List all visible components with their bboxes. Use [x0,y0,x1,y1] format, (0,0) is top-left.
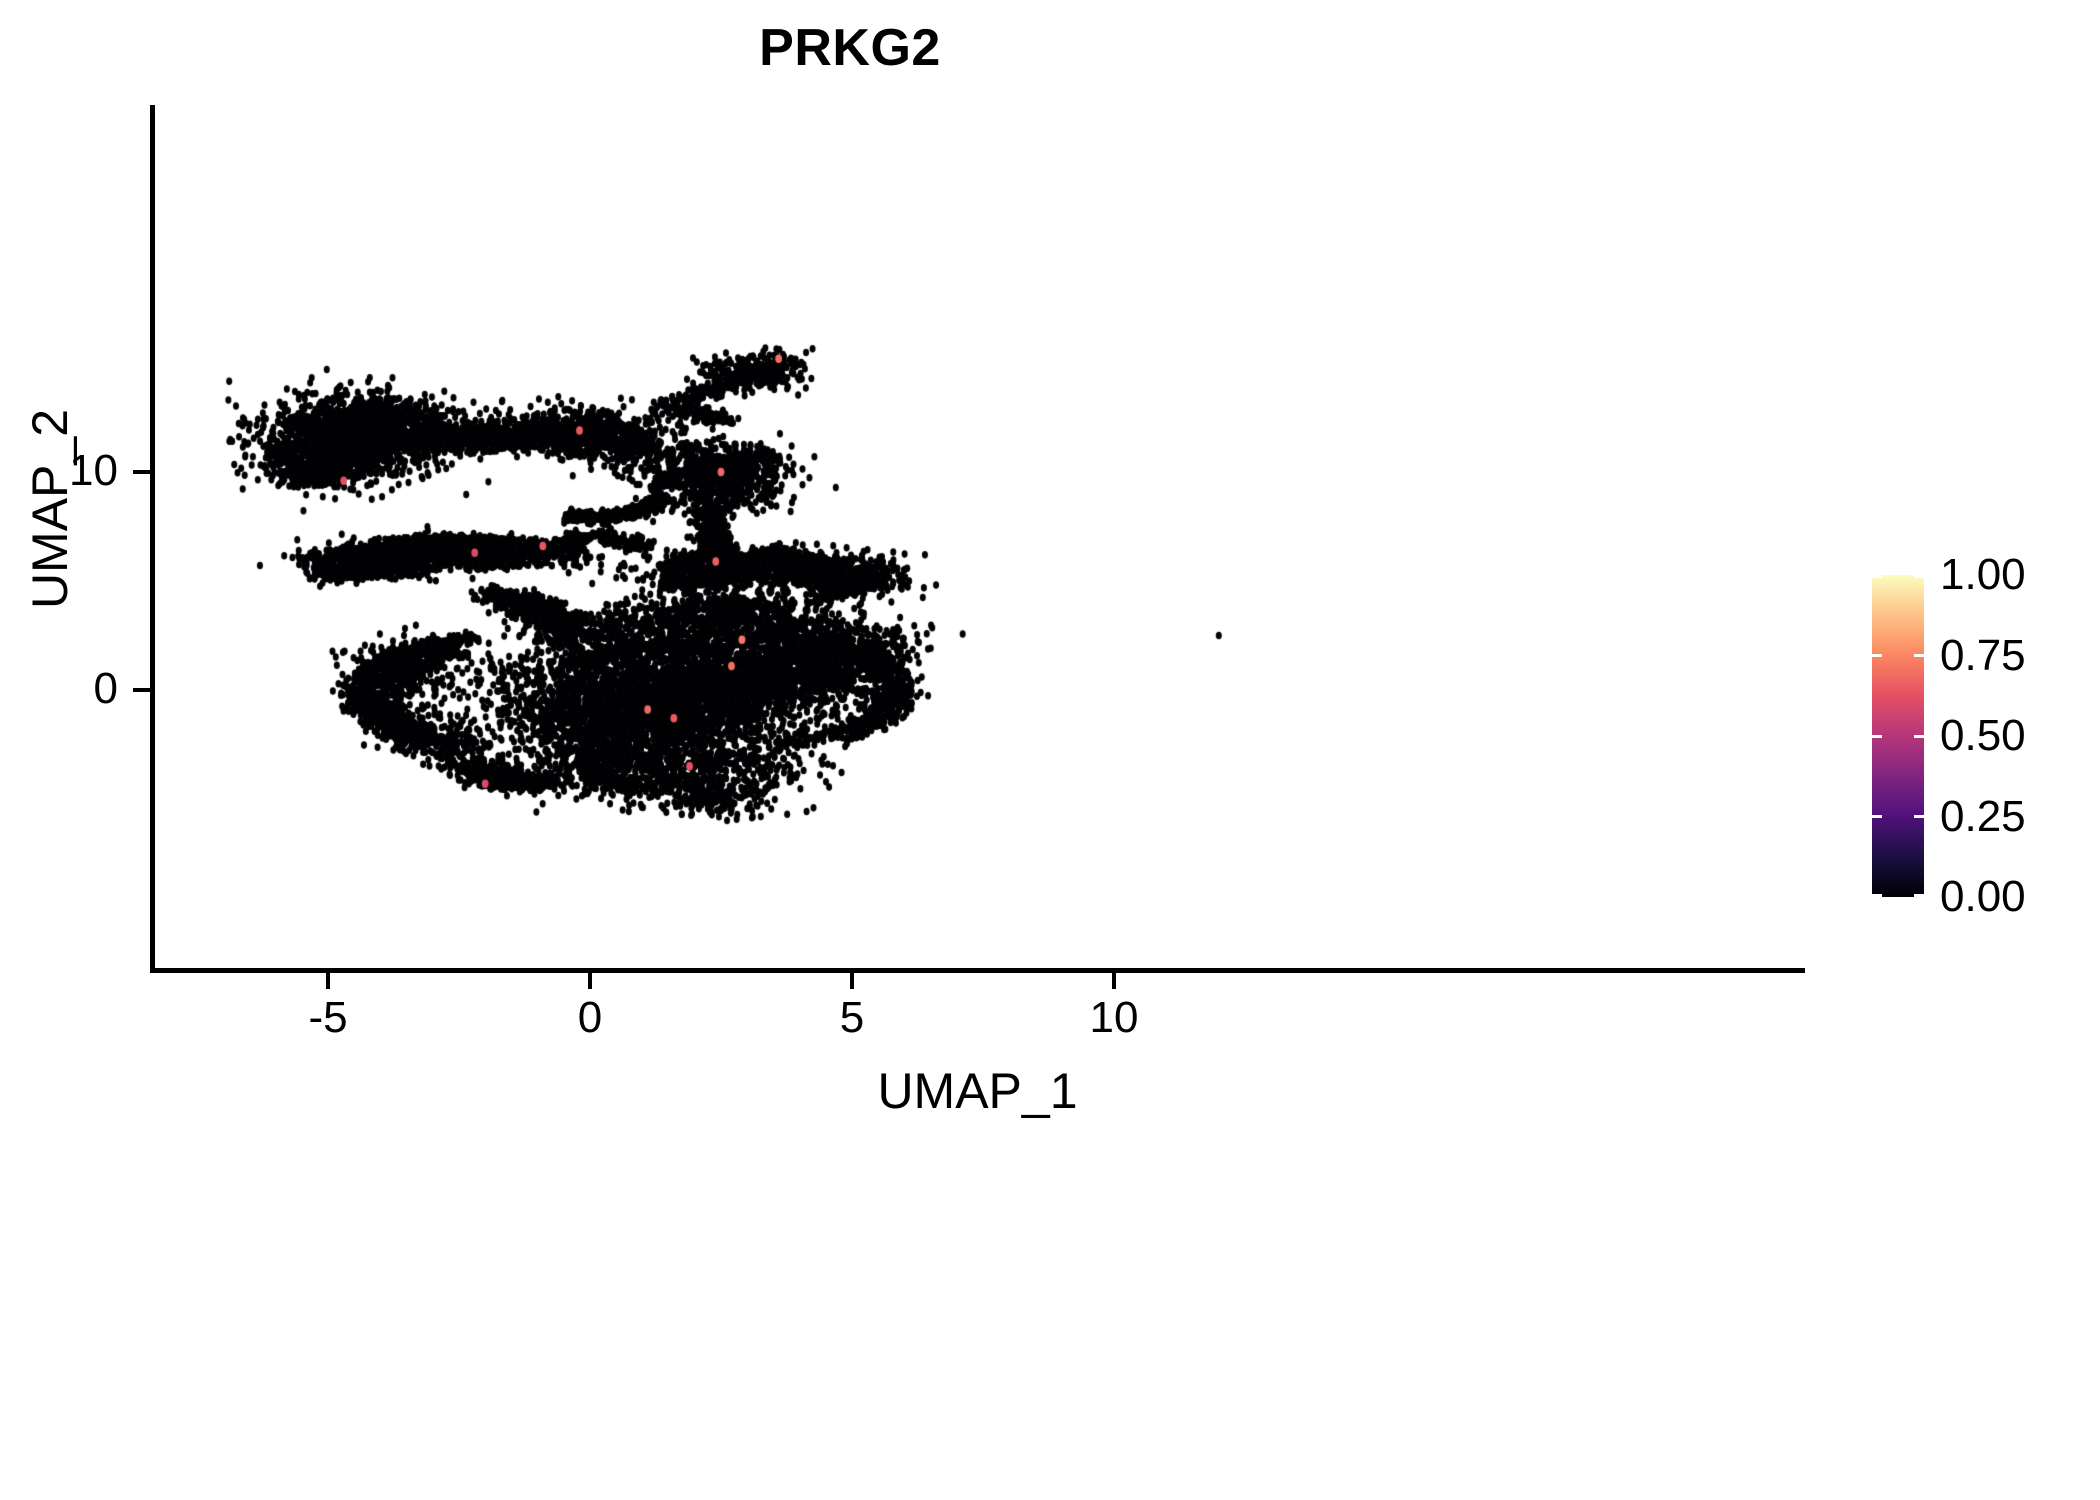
x-tick-label: -5 [308,993,348,1042]
x-tick-mark [588,972,592,989]
scatter-plot-canvas [152,105,1802,970]
x-axis-line [150,968,1805,973]
colorbar-tick-label: 0.25 [1940,791,2026,841]
colorbar-tick-label: 0.00 [1940,872,2026,921]
colorbar-tick-mark [1872,815,1882,818]
colorbar-tick-mark [1914,894,1924,897]
y-tick-label: 0 [93,664,118,713]
x-tick-mark [850,972,854,989]
y-tick-mark [133,470,150,474]
colorbar-tick-mark [1914,575,1924,578]
page-title: PRKG2 [759,19,941,77]
y-tick-label: 10 [69,446,118,495]
colorbar-tick-mark [1872,734,1882,738]
x-tick-label: 5 [839,993,865,1042]
y-axis-line [150,105,155,970]
colorbar-tick-mark [1872,654,1882,657]
y-axis-title: UMAP_2 [22,408,78,610]
colorbar-tick-mark [1914,815,1924,818]
colorbar-tick-label: 0.75 [1940,630,2026,680]
colorbar-tick-label: 0.50 [1940,711,2026,760]
x-tick-mark [1112,972,1116,989]
colorbar-tick-mark [1914,654,1924,657]
y-tick-mark [133,688,150,692]
colorbar-legend: 0.00 0.25 0.50 0.75 1.00 [1872,553,2072,919]
colorbar-tick-mark [1872,575,1882,578]
x-tick-label: 0 [577,993,603,1042]
x-tick-label: 10 [1089,993,1139,1042]
x-axis-title: UMAP_1 [877,1063,1078,1119]
colorbar-tick-mark [1914,734,1924,738]
colorbar-tick-label: 1.00 [1940,550,2026,599]
colorbar-tick-mark [1872,894,1882,897]
x-tick-mark [326,972,330,989]
